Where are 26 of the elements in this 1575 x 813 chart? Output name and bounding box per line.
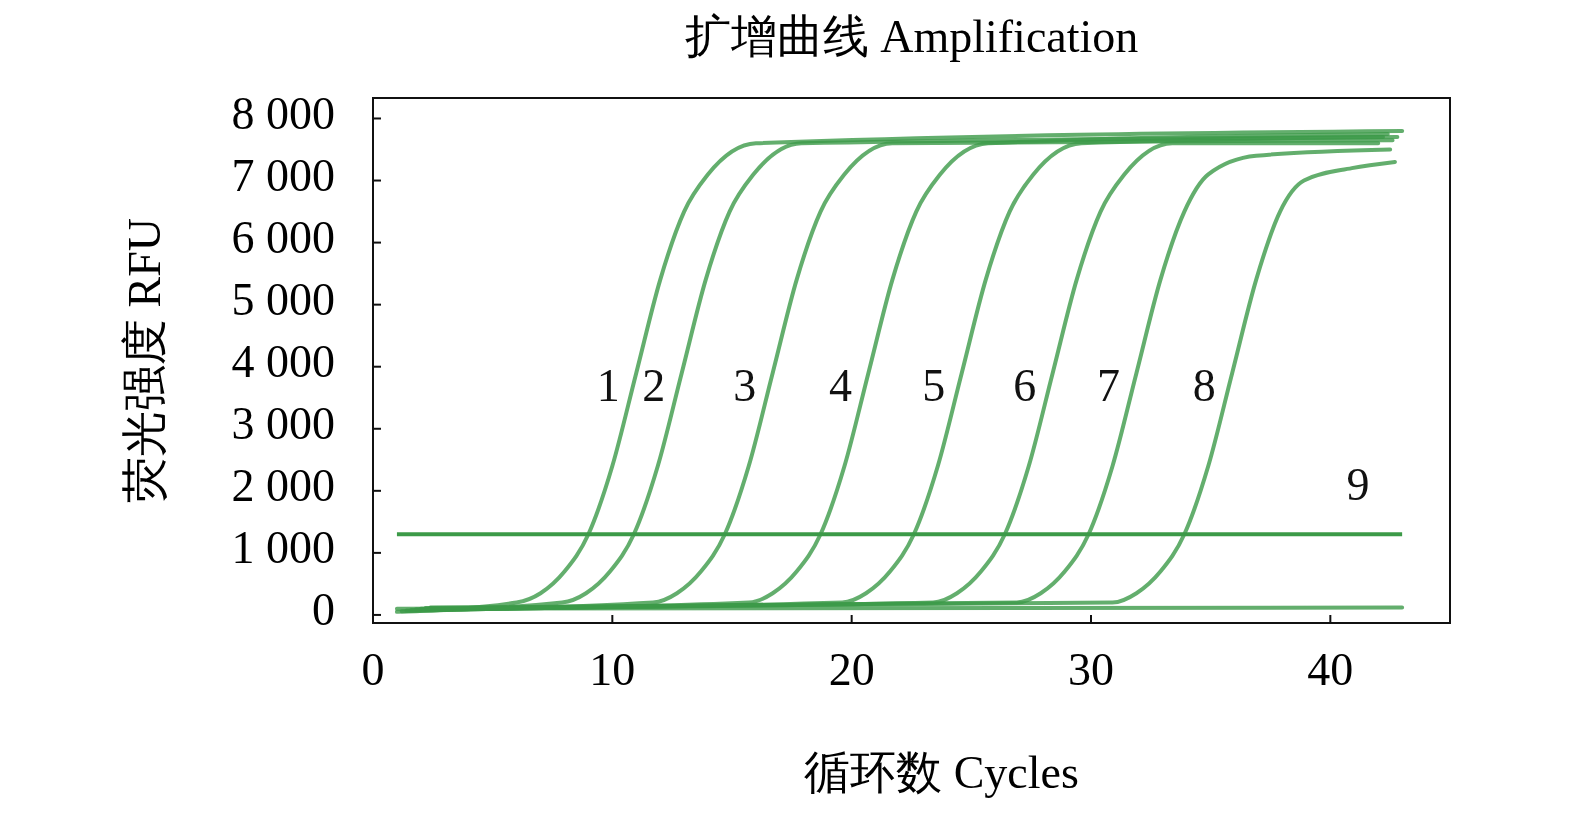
x-tick-label: 10 <box>589 644 636 695</box>
y-tick-label: 5 000 <box>231 274 335 326</box>
y-tick-label: 7 000 <box>231 150 335 202</box>
x-tick-label: 0 <box>361 644 385 695</box>
annotation: 5 <box>922 360 946 412</box>
annotation: 1 <box>596 360 620 412</box>
annotation: 7 <box>1097 360 1121 412</box>
x-tick-label: 40 <box>1307 644 1354 695</box>
y-axis-title: 荧光强度 RFU <box>119 218 170 503</box>
y-tick-label: 8 000 <box>231 88 335 140</box>
y-tick-label: 3 000 <box>231 398 335 450</box>
chart-title: 扩增曲线 Amplification <box>684 11 1139 62</box>
annotation: 9 <box>1346 459 1370 511</box>
x-tick-label: 30 <box>1068 644 1114 695</box>
annotation: 2 <box>642 360 666 412</box>
x-axis-title: 循环数 Cycles <box>804 747 1079 798</box>
annotation: 8 <box>1192 360 1216 412</box>
annotation: 6 <box>1013 360 1037 412</box>
annotation: 3 <box>733 360 757 412</box>
y-tick-label: 2 000 <box>231 460 335 512</box>
y-tick-label: 1 000 <box>231 522 335 574</box>
y-tick-label: 4 000 <box>231 336 335 388</box>
y-tick-label: 6 000 <box>231 212 335 264</box>
x-tick-label: 20 <box>828 644 875 695</box>
y-tick-label: 0 <box>312 584 335 636</box>
annotation: 4 <box>828 360 852 412</box>
